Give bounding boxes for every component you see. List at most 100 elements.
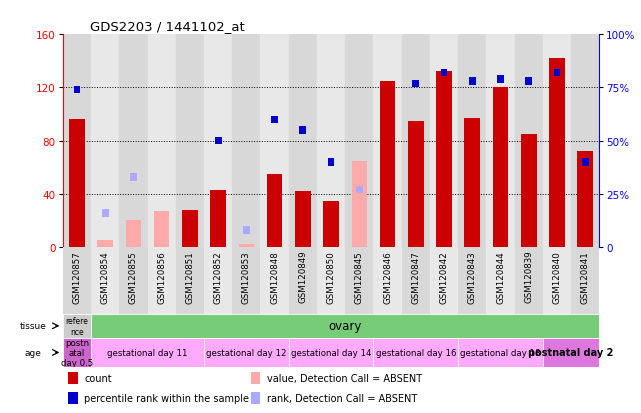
Bar: [102, 210, 108, 217]
Text: gestational day 18: gestational day 18: [460, 348, 541, 357]
Text: tissue: tissue: [20, 322, 47, 330]
Bar: [408, 121, 424, 247]
Text: GSM120843: GSM120843: [468, 250, 477, 303]
Text: percentile rank within the sample: percentile rank within the sample: [84, 393, 249, 403]
Bar: [487, 35, 515, 247]
Bar: [402, 247, 430, 314]
Bar: [493, 88, 508, 247]
Bar: [204, 35, 232, 247]
Bar: [288, 338, 374, 367]
Text: GSM120842: GSM120842: [440, 250, 449, 303]
Bar: [251, 372, 260, 385]
Text: GSM120840: GSM120840: [553, 250, 562, 303]
Bar: [232, 35, 260, 247]
Bar: [91, 35, 119, 247]
Text: GSM120850: GSM120850: [326, 250, 336, 303]
Bar: [147, 247, 176, 314]
Bar: [543, 247, 571, 314]
Bar: [63, 247, 91, 314]
Bar: [469, 78, 476, 85]
Bar: [571, 35, 599, 247]
Text: GSM120854: GSM120854: [101, 250, 110, 303]
Bar: [571, 247, 599, 314]
Bar: [458, 35, 487, 247]
Bar: [356, 187, 363, 194]
Bar: [430, 247, 458, 314]
Bar: [68, 392, 78, 404]
Bar: [374, 338, 458, 367]
Text: GSM120839: GSM120839: [524, 250, 533, 303]
Bar: [204, 247, 232, 314]
Bar: [345, 35, 374, 247]
Text: gestational day 12: gestational day 12: [206, 348, 287, 357]
Bar: [130, 174, 137, 181]
Bar: [317, 247, 345, 314]
Bar: [345, 247, 374, 314]
Bar: [328, 159, 335, 166]
Text: GSM120855: GSM120855: [129, 250, 138, 303]
Bar: [543, 35, 571, 247]
Bar: [63, 35, 91, 247]
Bar: [351, 161, 367, 247]
Bar: [578, 152, 593, 247]
Bar: [374, 247, 402, 314]
Bar: [91, 338, 204, 367]
Bar: [238, 245, 254, 247]
Text: GSM120853: GSM120853: [242, 250, 251, 303]
Bar: [69, 120, 85, 247]
Text: GSM120845: GSM120845: [355, 250, 364, 303]
Bar: [299, 127, 306, 134]
Bar: [63, 314, 91, 338]
Text: rank, Detection Call = ABSENT: rank, Detection Call = ABSENT: [267, 393, 417, 403]
Text: GSM120852: GSM120852: [213, 250, 222, 303]
Bar: [288, 35, 317, 247]
Text: age: age: [25, 348, 42, 357]
Bar: [288, 247, 317, 314]
Bar: [549, 59, 565, 247]
Bar: [182, 210, 197, 247]
Text: GSM120841: GSM120841: [581, 250, 590, 303]
Bar: [437, 72, 452, 247]
Bar: [267, 174, 283, 247]
Bar: [215, 138, 222, 145]
Text: gestational day 16: gestational day 16: [376, 348, 456, 357]
Bar: [243, 227, 250, 234]
Bar: [374, 35, 402, 247]
Bar: [63, 338, 91, 367]
Bar: [147, 35, 176, 247]
Bar: [582, 159, 588, 166]
Bar: [91, 247, 119, 314]
Text: refere
nce: refere nce: [65, 316, 88, 336]
Bar: [119, 35, 147, 247]
Bar: [119, 247, 147, 314]
Bar: [176, 247, 204, 314]
Text: count: count: [84, 373, 112, 383]
Bar: [515, 247, 543, 314]
Text: postn
atal
day 0.5: postn atal day 0.5: [61, 338, 93, 368]
Bar: [412, 80, 419, 88]
Bar: [458, 338, 543, 367]
Bar: [204, 338, 288, 367]
Text: GSM120847: GSM120847: [412, 250, 420, 303]
Bar: [260, 35, 288, 247]
Text: GSM120844: GSM120844: [496, 250, 505, 303]
Bar: [97, 241, 113, 247]
Bar: [526, 78, 532, 85]
Bar: [487, 247, 515, 314]
Text: postnatal day 2: postnatal day 2: [528, 348, 614, 358]
Bar: [210, 190, 226, 247]
Bar: [458, 247, 487, 314]
Bar: [295, 192, 311, 247]
Bar: [465, 119, 480, 247]
Bar: [521, 135, 537, 247]
Bar: [317, 35, 345, 247]
Bar: [126, 221, 141, 247]
Bar: [68, 372, 78, 385]
Text: GSM120846: GSM120846: [383, 250, 392, 303]
Bar: [497, 76, 504, 83]
Text: GDS2203 / 1441102_at: GDS2203 / 1441102_at: [90, 19, 244, 33]
Bar: [251, 392, 260, 404]
Bar: [74, 87, 80, 94]
Bar: [440, 70, 447, 77]
Text: GSM120848: GSM120848: [270, 250, 279, 303]
